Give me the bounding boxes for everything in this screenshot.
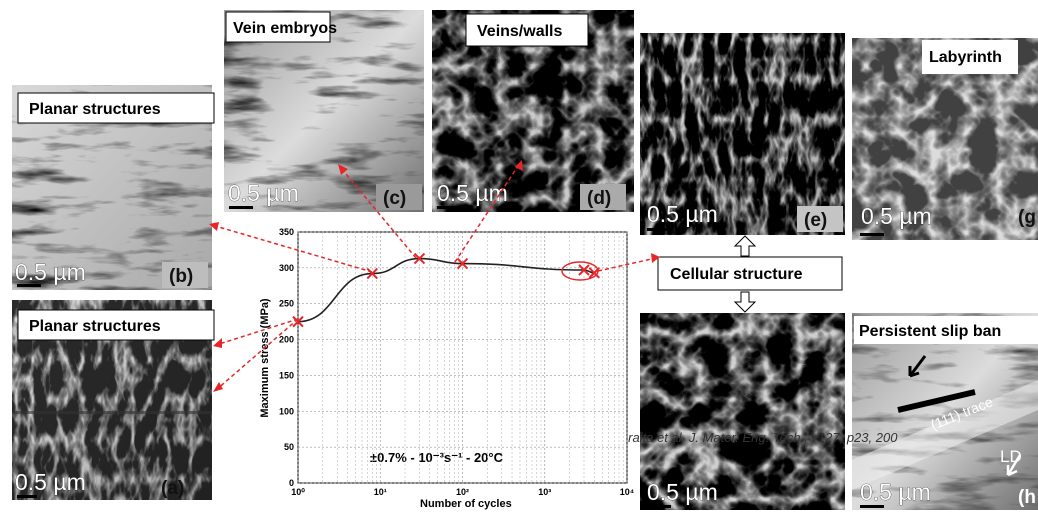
y-tick-label: 50 bbox=[284, 442, 294, 452]
scale-bar bbox=[437, 206, 461, 209]
y-tick-label: 150 bbox=[279, 370, 294, 380]
panel-title: Labyrinth bbox=[929, 49, 1002, 66]
panel-letter: (h bbox=[1018, 487, 1036, 508]
micrograph-panel: Persistent slip ban (111) trace LD 0.5 µ… bbox=[852, 313, 1038, 510]
y-axis-label: Maximum stress (MPa) bbox=[259, 298, 271, 418]
micrograph-panel: Vein embryos 0.5 µm (c) bbox=[224, 10, 424, 212]
boundary bbox=[12, 411, 212, 414]
scale-label: 0.5 µm bbox=[860, 479, 931, 505]
panel-letter: (g bbox=[1018, 207, 1036, 228]
micrograph-panel: Labyrinth 0.5 µm (g bbox=[852, 38, 1038, 240]
y-tick-label: 100 bbox=[279, 406, 294, 416]
micrograph-panel: Planar structures 0.5 µm (a) bbox=[12, 300, 214, 500]
scale-bar bbox=[647, 505, 671, 508]
panel-title: Veins/walls bbox=[477, 23, 562, 40]
scale-bar bbox=[229, 206, 253, 209]
panel-title: Vein embryos bbox=[233, 20, 337, 37]
y-tick-label: 200 bbox=[279, 335, 294, 345]
scale-label: 0.5 µm bbox=[647, 201, 718, 227]
y-tick-label: 300 bbox=[279, 263, 294, 273]
scale-bar bbox=[647, 228, 671, 231]
scale-label: 0.5 µm bbox=[861, 203, 932, 229]
scale-bar bbox=[860, 233, 884, 236]
micrograph-panel: 0.5 µm (e) bbox=[640, 33, 845, 235]
scale-label: 0.5 µm bbox=[437, 180, 508, 206]
y-tick-label: 350 bbox=[279, 227, 294, 237]
x-tick-label: 10⁰ bbox=[291, 487, 305, 497]
panel-title: Persistent slip ban bbox=[859, 323, 1001, 340]
scale-label: 0.5 µm bbox=[15, 469, 86, 495]
panel-letter: (d) bbox=[587, 188, 611, 209]
cellular-label: Cellular structure bbox=[670, 266, 803, 283]
down-arrow bbox=[735, 292, 755, 312]
micrograph-panel: Planar structures 0.5 µm (b) bbox=[12, 85, 214, 290]
scale-label: 0.5 µm bbox=[15, 259, 86, 285]
x-tick-label: 10⁴ bbox=[620, 487, 634, 497]
up-arrow bbox=[735, 236, 755, 256]
panel-title: Planar structures bbox=[29, 318, 161, 335]
chart: Number of cycles Maximum stress (MPa) ±0… bbox=[259, 227, 634, 510]
panel-title: Planar structures bbox=[29, 101, 161, 118]
x-tick-label: 10³ bbox=[538, 487, 551, 497]
scale-bar bbox=[17, 495, 37, 498]
scale-label: 0.5 µm bbox=[228, 180, 299, 206]
panel-letter: (b) bbox=[169, 266, 193, 287]
x-tick-label: 10² bbox=[456, 487, 469, 497]
figure: Planar structures 0.5 µm (b) Planar stru… bbox=[0, 0, 1038, 512]
x-tick-label: 10¹ bbox=[374, 487, 387, 497]
annotation: ±0.7% - 10⁻³s⁻¹ - 20°C bbox=[370, 450, 504, 465]
scale-bar bbox=[860, 505, 884, 508]
micrograph-panel: 0.5 µm bbox=[640, 313, 845, 510]
scale-label: 0.5 µm bbox=[647, 479, 718, 505]
arrowhead bbox=[213, 382, 223, 392]
y-tick-label: 250 bbox=[279, 299, 294, 309]
citation: P. Peralta et al. J. Mater. Eng. Tech., … bbox=[598, 430, 898, 445]
panel-letter: (a) bbox=[161, 478, 184, 499]
micrograph-panel: Veins/walls 0.5 µm (d) bbox=[432, 10, 634, 212]
panel-letter: (c) bbox=[383, 188, 406, 209]
panel-letter: (e) bbox=[804, 210, 827, 231]
x-axis-label: Number of cycles bbox=[420, 498, 512, 510]
